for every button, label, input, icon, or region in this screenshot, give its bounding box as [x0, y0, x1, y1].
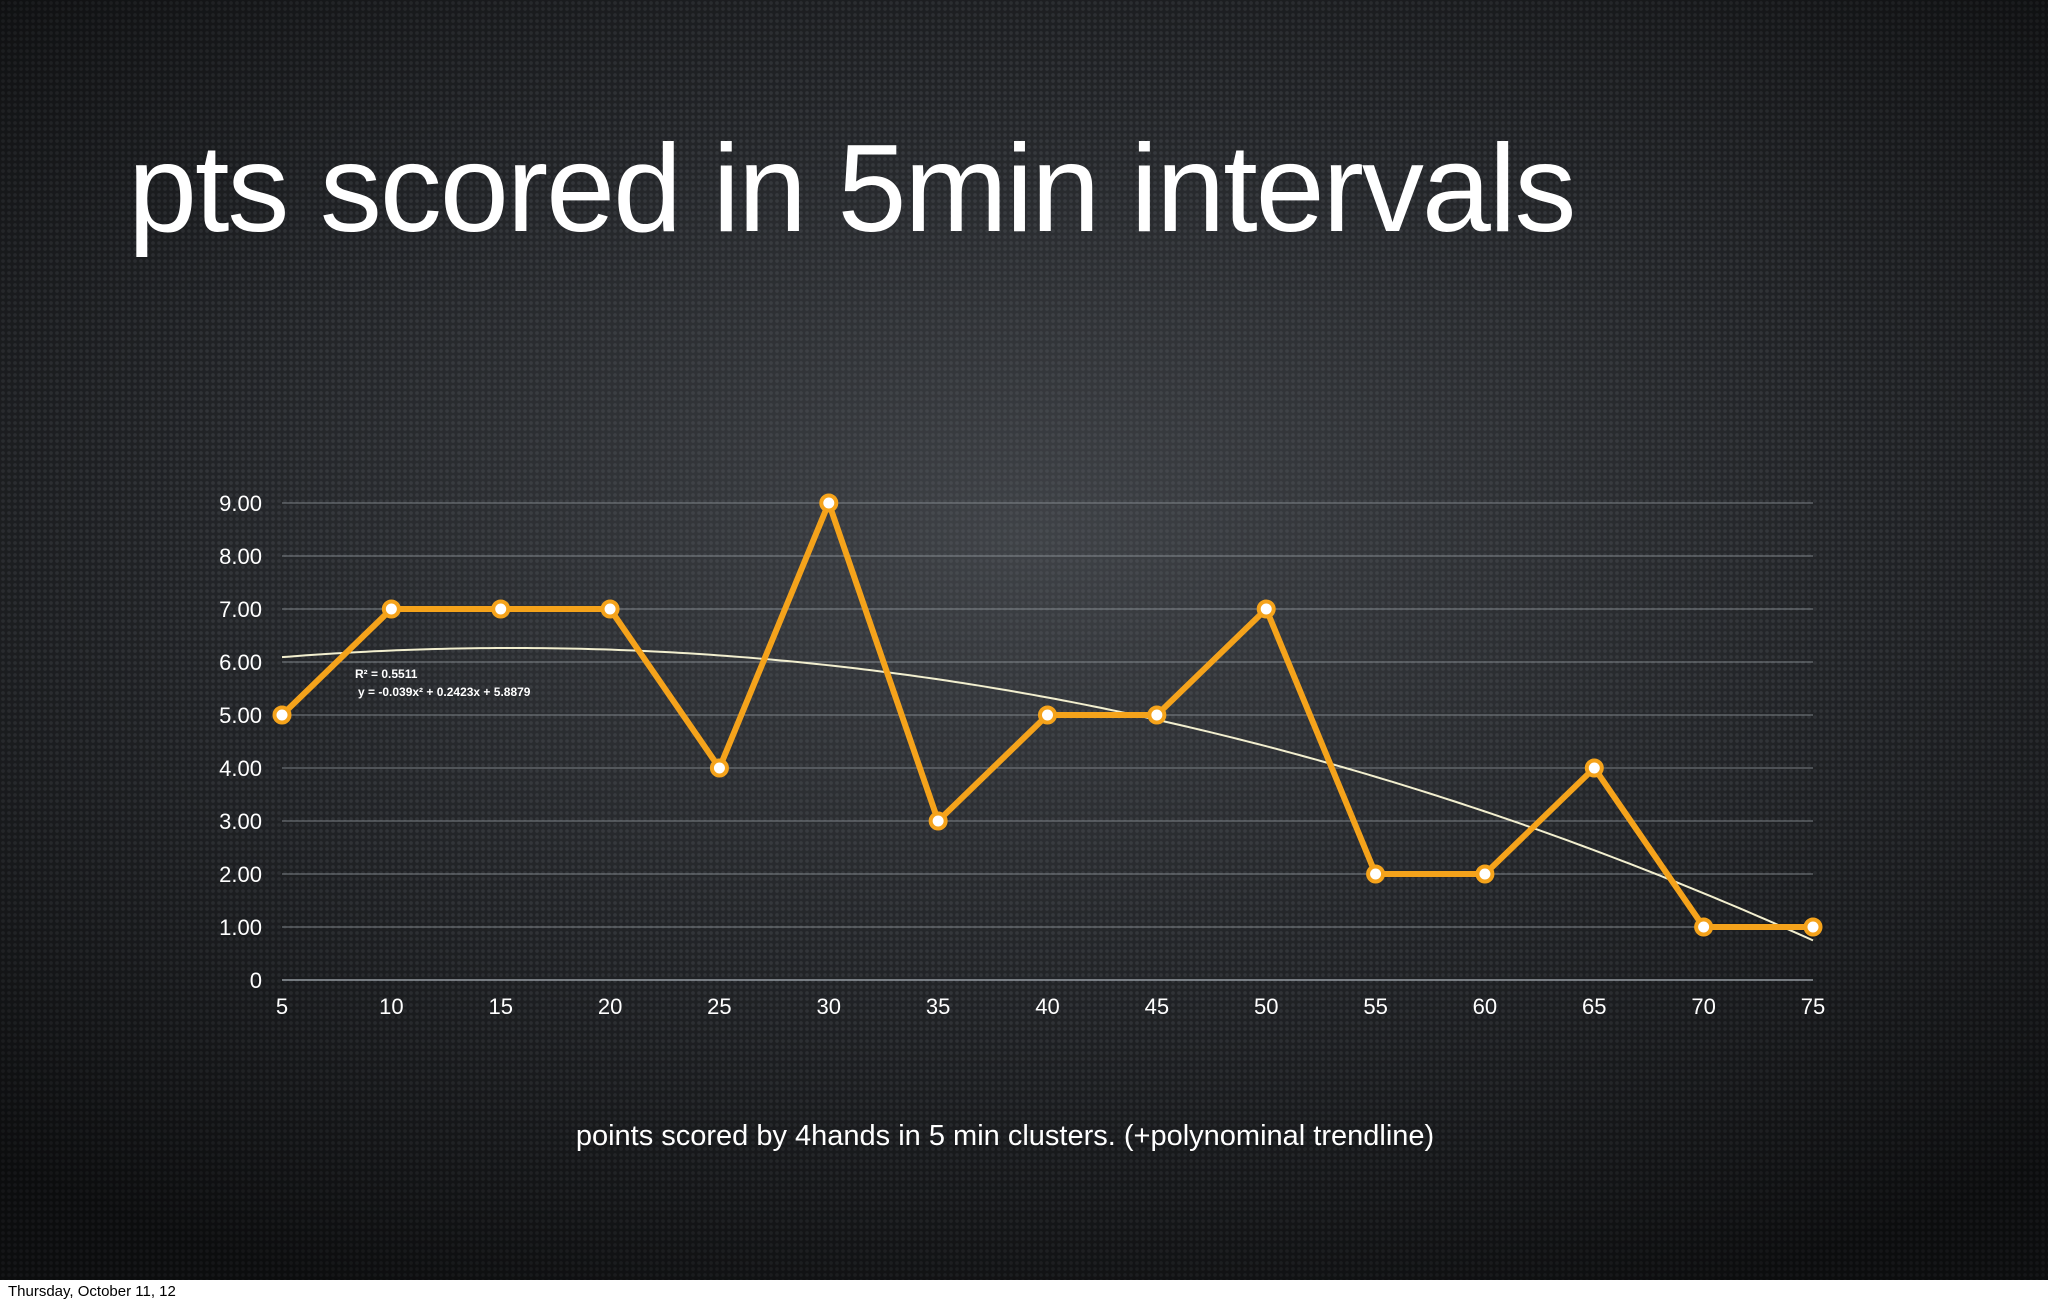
- x-tick-label: 60: [1473, 994, 1497, 1019]
- x-tick-label: 20: [598, 994, 622, 1019]
- x-tick-label: 65: [1582, 994, 1606, 1019]
- x-tick-label: 30: [817, 994, 841, 1019]
- y-tick-label: 6.00: [219, 650, 262, 675]
- x-tick-label: 35: [926, 994, 950, 1019]
- data-point: [1038, 705, 1057, 725]
- slide-title: pts scored in 5min intervals: [128, 120, 1576, 258]
- trendline-equation: y = -0.039x² + 0.2423x + 5.8879: [358, 685, 531, 699]
- data-point: [1475, 864, 1495, 884]
- x-tick-label: 55: [1363, 994, 1387, 1019]
- y-tick-label: 8.00: [219, 544, 262, 569]
- y-tick-label: 7.00: [219, 597, 262, 622]
- x-tick-label: 70: [1691, 994, 1715, 1019]
- x-tick-label: 5: [276, 994, 288, 1019]
- chart-caption: points scored by 4hands in 5 min cluster…: [575, 1120, 1435, 1152]
- footer-bar: Thursday, October 11, 12: [0, 1280, 2048, 1304]
- y-tick-label: 5.00: [219, 703, 262, 728]
- y-tick-label: 4.00: [219, 756, 262, 781]
- x-tick-label: 25: [707, 994, 731, 1019]
- data-point: [819, 493, 839, 513]
- x-tick-label: 10: [379, 994, 403, 1019]
- x-tick-label: 45: [1145, 994, 1169, 1019]
- grid-lines: [282, 502, 1813, 981]
- x-tick-label: 40: [1035, 994, 1059, 1019]
- data-point: [1256, 599, 1276, 619]
- data-point: [1694, 917, 1714, 937]
- y-tick-label: 1.00: [219, 915, 262, 940]
- footer-date: Thursday, October 11, 12: [8, 1283, 176, 1300]
- data-point: [928, 811, 948, 831]
- y-tick-label: 0: [250, 968, 262, 993]
- x-tick-label: 50: [1254, 994, 1278, 1019]
- data-point: [600, 599, 620, 619]
- x-tick-label: 15: [488, 994, 512, 1019]
- data-point: [709, 758, 729, 778]
- trendline-r-squared: R² = 0.5511: [355, 667, 418, 681]
- data-point: [1366, 864, 1386, 884]
- series-markers: [272, 493, 1823, 937]
- data-point: [272, 705, 292, 725]
- data-point: [1803, 917, 1823, 937]
- data-point: [1147, 705, 1167, 725]
- x-tick-label: 75: [1801, 994, 1825, 1019]
- trendline: [281, 647, 1814, 942]
- data-point: [1584, 758, 1604, 778]
- y-axis-ticks: 0 1.00 2.00 3.00 4.00 5.00 6.00 7.00 8.00 9.00: [219, 491, 262, 993]
- y-tick-label: 3.00: [219, 809, 262, 834]
- y-tick-label: 2.00: [219, 862, 262, 887]
- x-axis-ticks: 5 10 15 20 25 30 35 40 45 50 55 60 65 70 75: [276, 994, 1825, 1019]
- data-point: [491, 599, 511, 619]
- y-tick-label: 9.00: [219, 491, 262, 516]
- data-point: [381, 599, 401, 619]
